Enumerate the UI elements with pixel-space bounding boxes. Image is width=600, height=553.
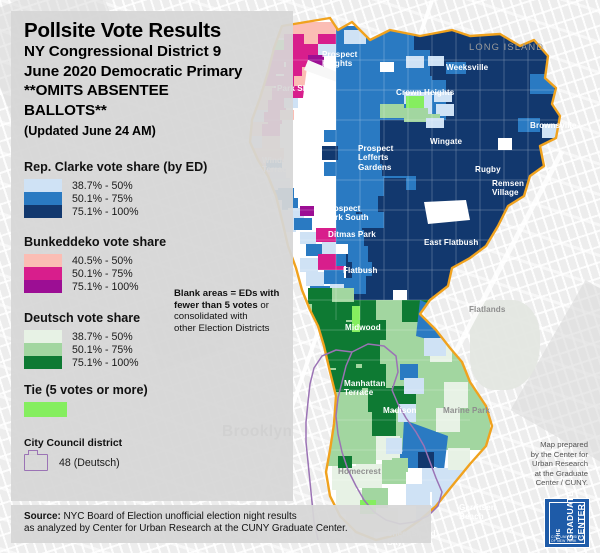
swatch-bunkeddeko-mid (24, 267, 62, 280)
congressional-district-boundary (248, 16, 562, 542)
logo-subtext: CITY UNIVERSITY OF NEW YORK (551, 535, 582, 543)
title-block: Pollsite Vote Results NY Congressional D… (24, 20, 292, 141)
swatch-clarke-low (24, 179, 62, 192)
logo-border (549, 502, 585, 544)
subtitle-omits-1: **OMITS ABSENTEE (24, 82, 169, 99)
blank-areas-line2-rest: or (257, 299, 269, 311)
swatch-deutsch-low (24, 330, 62, 343)
source-line2: as analyzed by Center for Urban Research… (24, 523, 348, 535)
council-district-outline-icon (24, 450, 48, 471)
source-panel: Source: NYC Board of Election unofficial… (11, 505, 431, 543)
blank-areas-line1: Blank areas = EDs with (174, 288, 280, 299)
blank-areas-line2-bold: fewer than 5 votes (174, 299, 258, 311)
legend-item-clarke-mid: 50.1% - 75% (24, 192, 207, 205)
subtitle-district: NY Congressional District 9 (24, 43, 222, 60)
subtitle-updated: (Updated June 24 AM) (24, 124, 156, 138)
legend-item-bunkeddeko-high: 75.1% - 100% (24, 280, 166, 293)
swatch-deutsch-mid (24, 343, 62, 356)
legend-label-bunkeddeko-mid: 50.1% - 75% (72, 267, 133, 280)
legend-label-deutsch-low: 38.7% - 50% (72, 330, 133, 343)
map-credit: Map prepared by the Center for Urban Res… (512, 440, 588, 488)
credit-line-3: Urban Research (532, 459, 588, 469)
page-title: Pollsite Vote Results (24, 19, 222, 42)
legend-item-bunkeddeko-mid: 50.1% - 75% (24, 267, 166, 280)
legend-heading-bunkeddeko: Bunkeddeko vote share (24, 235, 167, 249)
park-blob-marine (470, 300, 540, 390)
legend-item-deutsch-high: 75.1% - 100% (24, 356, 140, 369)
legend-label-clarke-low: 38.7% - 50% (72, 179, 133, 192)
credit-line-4: at the Graduate (534, 468, 588, 478)
legend-panel: Pollsite Vote Results NY Congressional D… (11, 11, 293, 501)
logo-subtext-2: OF NEW YORK (551, 539, 577, 543)
legend-label-clarke-mid: 50.1% - 75% (72, 192, 133, 205)
legend-label-clarke-high: 75.1% - 100% (72, 205, 139, 218)
source-label: Source: (24, 511, 61, 522)
legend-heading-clarke: Rep. Clarke vote share (by ED) (24, 160, 208, 174)
blank-areas-line4: other Election Districts (174, 322, 270, 334)
legend-heading-deutsch: Deutsch vote share (24, 311, 141, 325)
legend-heading-council: City Council district (24, 438, 123, 449)
cuny-graduate-center-logo: THE GRADUATE CENTER CITY UNIVERSITY OF N… (544, 491, 590, 548)
legend-item-deutsch-low: 38.7% - 50% (24, 330, 140, 343)
logo-text-graduate: GRADUATE (565, 490, 575, 541)
legend-label-council-48: 48 (Deutsch) (59, 456, 120, 469)
legend-group-bunkeddeko: Bunkeddeko vote share 40.5% - 50% 50.1% … (24, 235, 166, 293)
swatch-clarke-mid (24, 192, 62, 205)
subtitle-omits-2: BALLOTS** (24, 101, 107, 119)
legend-label-bunkeddeko-low: 40.5% - 50% (72, 254, 133, 267)
council-district-48-boundary-west (305, 349, 353, 541)
legend-group-tie: Tie (5 votes or more) (24, 383, 148, 417)
swatch-deutsch-high (24, 356, 62, 369)
credit-line-5: Center / CUNY. (535, 478, 588, 488)
legend-label-bunkeddeko-high: 75.1% - 100% (72, 280, 139, 293)
legend-label-deutsch-mid: 50.1% - 75% (72, 343, 133, 356)
blank-areas-line3: consolidated with (174, 311, 248, 323)
credit-line-1: Map prepared (540, 440, 588, 449)
legend-item-council-48: 48 (Deutsch) (24, 450, 122, 471)
logo-subtext-1: CITY UNIVERSITY (551, 535, 583, 539)
source-line1: NYC Board of Election unofficial electio… (60, 511, 297, 522)
legend-item-deutsch-mid: 50.1% - 75% (24, 343, 140, 356)
subtitle-election: June 2020 Democratic Primary (24, 62, 243, 80)
legend-group-clarke: Rep. Clarke vote share (by ED) 38.7% - 5… (24, 160, 207, 218)
blank-areas-annotation: Blank areas = EDs with fewer than 5 vote… (174, 288, 299, 334)
legend-heading-tie: Tie (5 votes or more) (24, 383, 148, 397)
legend-label-deutsch-high: 75.1% - 100% (72, 356, 139, 369)
legend-item-clarke-high: 75.1% - 100% (24, 205, 207, 218)
legend-item-clarke-low: 38.7% - 50% (24, 179, 207, 192)
swatch-bunkeddeko-high (24, 280, 62, 293)
swatch-clarke-high (24, 205, 62, 218)
legend-group-deutsch: Deutsch vote share 38.7% - 50% 50.1% - 7… (24, 311, 140, 369)
swatch-bunkeddeko-low (24, 254, 62, 267)
credit-line-2: by the Center for (530, 449, 588, 459)
legend-item-bunkeddeko-low: 40.5% - 50% (24, 254, 166, 267)
source-note: Source: NYC Board of Election unofficial… (24, 511, 348, 536)
swatch-tie (24, 402, 67, 417)
legend-group-council: City Council district 48 (Deutsch) (24, 438, 122, 471)
